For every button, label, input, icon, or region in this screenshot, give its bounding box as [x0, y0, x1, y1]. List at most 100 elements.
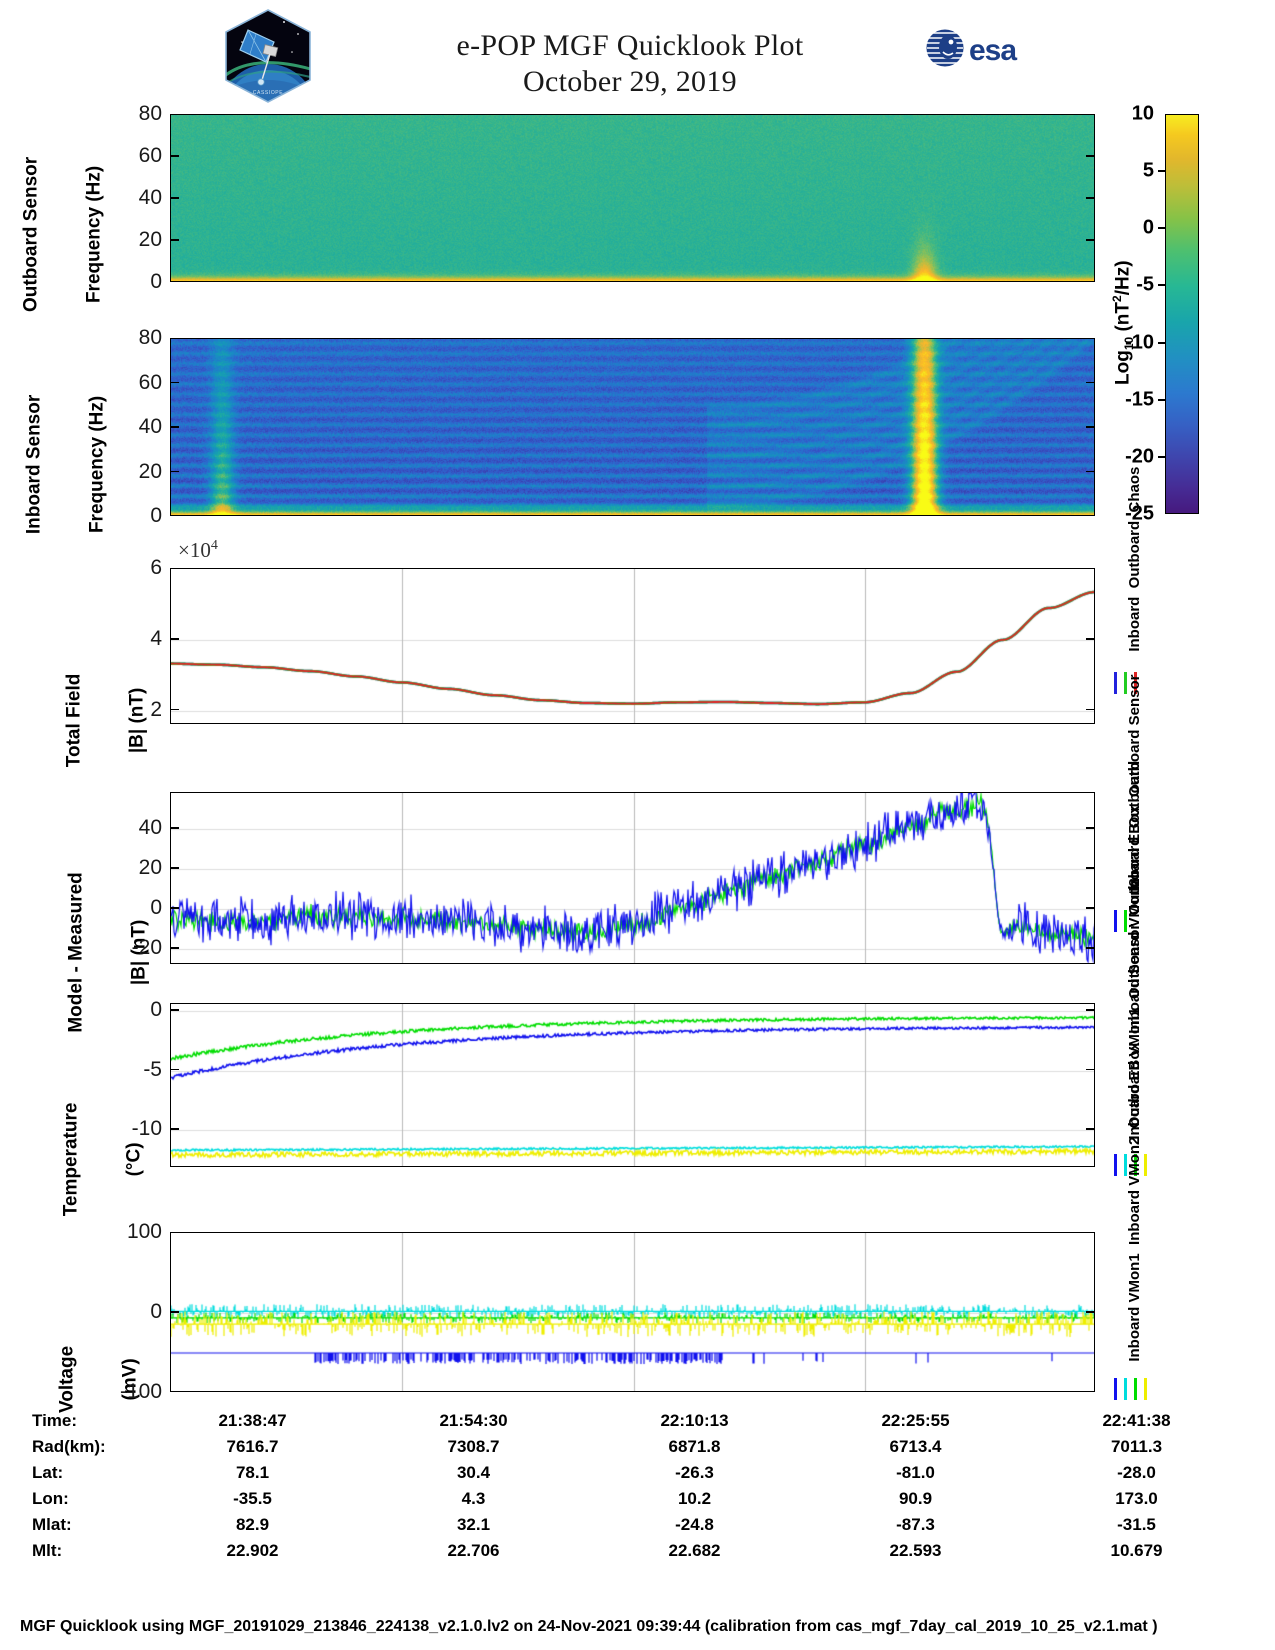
- legend-swatch: [1124, 910, 1127, 932]
- outboard-spectrogram-ytick-label: 40: [138, 186, 162, 209]
- model-minus-measured-ytick-mark: [170, 907, 179, 909]
- inboard-spectrogram-ytick-mark: [170, 426, 179, 428]
- ephemeris-cell: 22:41:38: [1102, 1411, 1171, 1430]
- outboard-spectrogram-ytick-label: 60: [138, 144, 162, 167]
- total-field-ytick-mark: [170, 637, 179, 640]
- colorbar-tick-label: -15: [1125, 388, 1154, 411]
- ephemeris-cell: 78.1: [235, 1463, 270, 1482]
- legend-item-outboard-vmon1: Outboard VMon1: [1126, 1007, 1144, 1129]
- outboard-spectrogram-ytick-label: 80: [138, 102, 162, 125]
- voltage-ytick-label: 100: [126, 1220, 162, 1243]
- outboard-spectrogram-ytick-mark: [1086, 155, 1095, 157]
- colorbar-tick-label: -5: [1136, 273, 1154, 296]
- ephemeris-cell: 32.1: [456, 1515, 491, 1534]
- ephemeris-row-key: Rad(km):: [32, 1437, 106, 1456]
- total-field-traces: [171, 569, 1094, 723]
- inboard-spectrogram-plot: [170, 338, 1095, 516]
- ephemeris-cell: -24.8: [675, 1515, 714, 1534]
- ephemeris-row-key: Lon:: [32, 1489, 69, 1508]
- model-minus-measured-traces: [171, 793, 1094, 963]
- colorbar-tick-label: 0: [1142, 216, 1154, 239]
- model-minus-measured-ytick-label: 40: [138, 816, 162, 839]
- temperature-plot: [170, 1003, 1095, 1167]
- voltage-ytick-mark: [1086, 1311, 1095, 1313]
- model-minus-measured-plot: [170, 792, 1095, 964]
- model-minus-measured-legend-swatches: [1114, 910, 1127, 932]
- colorbar-tick-mark: [1158, 398, 1166, 401]
- title-line-1: e-POP MGF Quicklook Plot: [456, 29, 804, 62]
- temperature-legend-swatches: [1114, 1154, 1147, 1176]
- mission-logo-caption: CASSIOPE: [253, 90, 283, 96]
- legend-swatch: [1124, 1154, 1127, 1176]
- outboard-spectrogram-image: [171, 115, 1094, 281]
- total-field-ytick-mark: [1086, 708, 1095, 711]
- colorbar-tick-mark: [1158, 341, 1166, 344]
- model-minus-measured-ytick-mark: [1086, 867, 1095, 869]
- temperature-traces: [171, 1004, 1094, 1166]
- legend-swatch: [1114, 672, 1117, 694]
- ephemeris-cell: 22.902: [226, 1541, 279, 1560]
- cassiope-mission-logo: CASSIOPE: [222, 8, 314, 104]
- voltage-legend-labels: Inboard VMon1 Inboard VMon2 Outboard VMo…: [1112, 878, 1143, 1370]
- legend-swatch: [1124, 672, 1127, 694]
- voltage-traces: [171, 1233, 1094, 1391]
- legend-swatch: [1134, 1154, 1137, 1176]
- ephemeris-row-key: Lat:: [32, 1463, 64, 1482]
- inboard-spectrogram-ytick-mark: [1086, 381, 1095, 384]
- ephemeris-cell: 82.9: [235, 1515, 270, 1534]
- exponent-power: 4: [210, 538, 218, 553]
- inboard-spectrogram-ytick-label: 80: [138, 326, 162, 349]
- outboard-spectrogram-plot: [170, 114, 1095, 282]
- outboard-spectrogram-ytick-label: 20: [138, 228, 162, 251]
- temperature-ytick-mark: [1086, 1068, 1095, 1071]
- page-header: CASSIOPE e-POP MGF Quicklook Plot Octobe…: [0, 0, 1275, 110]
- ephemeris-cell: 21:38:47: [218, 1411, 287, 1430]
- ephemeris-cell: 10.2: [677, 1489, 712, 1508]
- voltage-legend-swatches: [1114, 1378, 1147, 1400]
- ephemeris-row-key: Mlt:: [32, 1541, 63, 1560]
- total-field-ytick-mark: [170, 708, 179, 711]
- total-field-ytick-label: 6: [150, 556, 162, 579]
- ephemeris-row: Mlt: 22.902 22.706 22.682 22.593 10.679: [32, 1538, 1247, 1564]
- ephemeris-cell: 21:54:30: [439, 1411, 508, 1430]
- inboard-spectrogram-ytick-mark: [1086, 470, 1095, 473]
- total-field-legend-swatches: [1114, 672, 1137, 694]
- ephemeris-cell: 22.593: [889, 1541, 942, 1560]
- legend-item-inboard-vmon2: Inboard VMon2: [1126, 1136, 1144, 1245]
- ephemeris-cell: 90.9: [898, 1489, 933, 1508]
- temperature-ytick-label: -5: [143, 1057, 162, 1081]
- ephemeris-row: Rad(km): 7616.7 7308.7 6871.8 6713.4 7011.3: [32, 1434, 1247, 1460]
- legend-swatch: [1144, 1154, 1147, 1176]
- esa-agency-logo: esa: [925, 26, 1043, 70]
- ephemeris-cell: 30.4: [456, 1463, 491, 1482]
- voltage-ytick-label: 0: [150, 1300, 162, 1323]
- total-field-exponent: ×104: [178, 538, 218, 563]
- ephemeris-cell: 10.679: [1110, 1541, 1163, 1560]
- ephemeris-cell: 7308.7: [447, 1437, 500, 1456]
- colorbar: [1165, 114, 1199, 514]
- colorbar-tick-mark: [1158, 170, 1166, 173]
- temperature-ytick-mark: [170, 1009, 179, 1011]
- outboard-spectrogram-ytick-mark: [170, 239, 179, 241]
- ephemeris-cell: -81.0: [896, 1463, 935, 1482]
- colorbar-tick-mark: [1158, 284, 1166, 287]
- temperature-ytick-mark: [1086, 1127, 1095, 1130]
- colorbar-tick-label: 10: [1131, 102, 1154, 125]
- outboard-spectrogram-ytick-mark: [1086, 197, 1095, 199]
- legend-swatch: [1144, 1378, 1147, 1400]
- model-minus-measured-ytick-mark: [1086, 827, 1095, 829]
- voltage-ytick-mark: [170, 1311, 179, 1313]
- model-minus-measured-ytick-mark: [1086, 947, 1095, 949]
- temperature-ytick-mark: [170, 1127, 179, 1130]
- model-minus-measured-ytick-mark: [1086, 907, 1095, 909]
- ephemeris-row-key: Time:: [32, 1411, 78, 1430]
- ephemeris-row: Mlat: 82.9 32.1 -24.8 -87.3 -31.5: [32, 1512, 1247, 1538]
- exponent-times-ten: ×10: [178, 538, 211, 562]
- model-minus-measured-ytick-label: 0: [150, 896, 162, 919]
- legend-item-outboard-vmon2: Outboard VMon2: [1126, 878, 1144, 1000]
- page-title: e-POP MGF Quicklook Plot October 29, 201…: [330, 28, 930, 100]
